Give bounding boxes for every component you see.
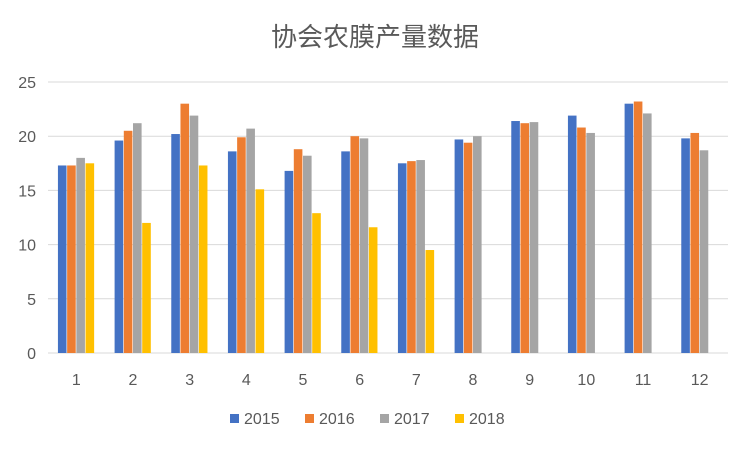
y-tick-label: 20 bbox=[18, 129, 36, 146]
y-axis-ticks: 0 5 10 15 20 25 bbox=[18, 75, 36, 363]
bar-2016-12 bbox=[690, 132, 700, 353]
chart-title: 协会农膜产量数据 bbox=[271, 23, 479, 53]
y-tick-label: 25 bbox=[18, 75, 36, 92]
bar-2015-12 bbox=[681, 138, 690, 353]
x-tick-label: 11 bbox=[635, 372, 652, 389]
bar-2016-2 bbox=[123, 130, 133, 353]
bar-2016-1 bbox=[67, 165, 76, 353]
bar-2018-7 bbox=[425, 250, 435, 353]
bar-2015-6 bbox=[341, 151, 350, 353]
bar-2017-3 bbox=[189, 115, 199, 353]
bar-2015-5 bbox=[284, 170, 294, 353]
bar-2016-9 bbox=[520, 123, 530, 353]
bar-2018-3 bbox=[198, 165, 208, 353]
x-axis-ticks: 1 2 3 4 5 6 7 8 9 10 11 12 bbox=[72, 372, 709, 389]
x-tick-label: 8 bbox=[469, 372, 478, 389]
legend-label: 2017 bbox=[394, 411, 430, 428]
legend-swatch-2017 bbox=[380, 414, 389, 423]
bar-2015-1 bbox=[57, 165, 67, 353]
x-tick-label: 12 bbox=[691, 372, 709, 389]
bar-2017-7 bbox=[416, 160, 425, 353]
bar-2015-10 bbox=[567, 115, 577, 353]
bar-2018-5 bbox=[312, 213, 321, 353]
x-tick-label: 3 bbox=[185, 372, 194, 389]
bar-2017-8 bbox=[473, 136, 482, 353]
bar-2015-11 bbox=[624, 103, 634, 354]
y-tick-label: 10 bbox=[18, 238, 36, 255]
x-tick-label: 7 bbox=[412, 372, 421, 389]
x-tick-label: 6 bbox=[355, 372, 364, 389]
bar-2016-10 bbox=[577, 127, 586, 353]
legend-swatch-2016 bbox=[305, 414, 314, 423]
bar-2017-5 bbox=[303, 155, 312, 353]
bar-2017-12 bbox=[699, 150, 709, 353]
bar-2016-4 bbox=[237, 137, 246, 353]
bar-2016-3 bbox=[180, 103, 190, 354]
bar-2017-4 bbox=[246, 128, 255, 353]
bar-2015-4 bbox=[227, 151, 237, 353]
legend-label: 2016 bbox=[319, 411, 355, 428]
x-tick-label: 1 bbox=[72, 372, 81, 389]
bar-2015-3 bbox=[171, 134, 180, 353]
bar-2015-7 bbox=[397, 163, 407, 353]
y-tick-label: 0 bbox=[27, 346, 36, 363]
bar-2016-11 bbox=[633, 101, 643, 354]
bar-2017-6 bbox=[359, 138, 369, 353]
bar-2017-9 bbox=[529, 122, 539, 353]
legend-label: 2015 bbox=[244, 411, 280, 428]
bar-2015-2 bbox=[114, 140, 124, 353]
bar-2015-9 bbox=[511, 121, 520, 353]
x-tick-label: 5 bbox=[299, 372, 308, 389]
bar-2018-4 bbox=[255, 189, 265, 353]
bar-2016-5 bbox=[293, 149, 303, 353]
gridlines bbox=[48, 81, 728, 354]
x-tick-label: 9 bbox=[525, 372, 534, 389]
y-tick-label: 15 bbox=[18, 183, 36, 200]
bar-2017-11 bbox=[643, 113, 652, 353]
bar-2017-2 bbox=[133, 123, 142, 353]
y-tick-label: 5 bbox=[27, 292, 36, 309]
legend-swatch-2018 bbox=[455, 414, 464, 423]
x-tick-label: 2 bbox=[129, 372, 138, 389]
bar-2017-10 bbox=[586, 132, 595, 353]
bar-2018-6 bbox=[368, 227, 378, 353]
bar-2016-7 bbox=[407, 161, 416, 353]
bar-2016-8 bbox=[463, 142, 473, 353]
bar-2018-1 bbox=[85, 163, 95, 353]
x-tick-label: 10 bbox=[577, 372, 595, 389]
legend-label: 2018 bbox=[469, 411, 505, 428]
bars bbox=[57, 101, 709, 354]
legend-swatch-2015 bbox=[230, 414, 239, 423]
legend: 2015 2016 2017 2018 bbox=[230, 411, 505, 428]
bar-2015-8 bbox=[454, 139, 464, 353]
bar-2018-2 bbox=[142, 222, 151, 353]
bar-2016-6 bbox=[350, 136, 360, 353]
bar-2017-1 bbox=[76, 157, 85, 353]
x-tick-label: 4 bbox=[242, 372, 251, 389]
